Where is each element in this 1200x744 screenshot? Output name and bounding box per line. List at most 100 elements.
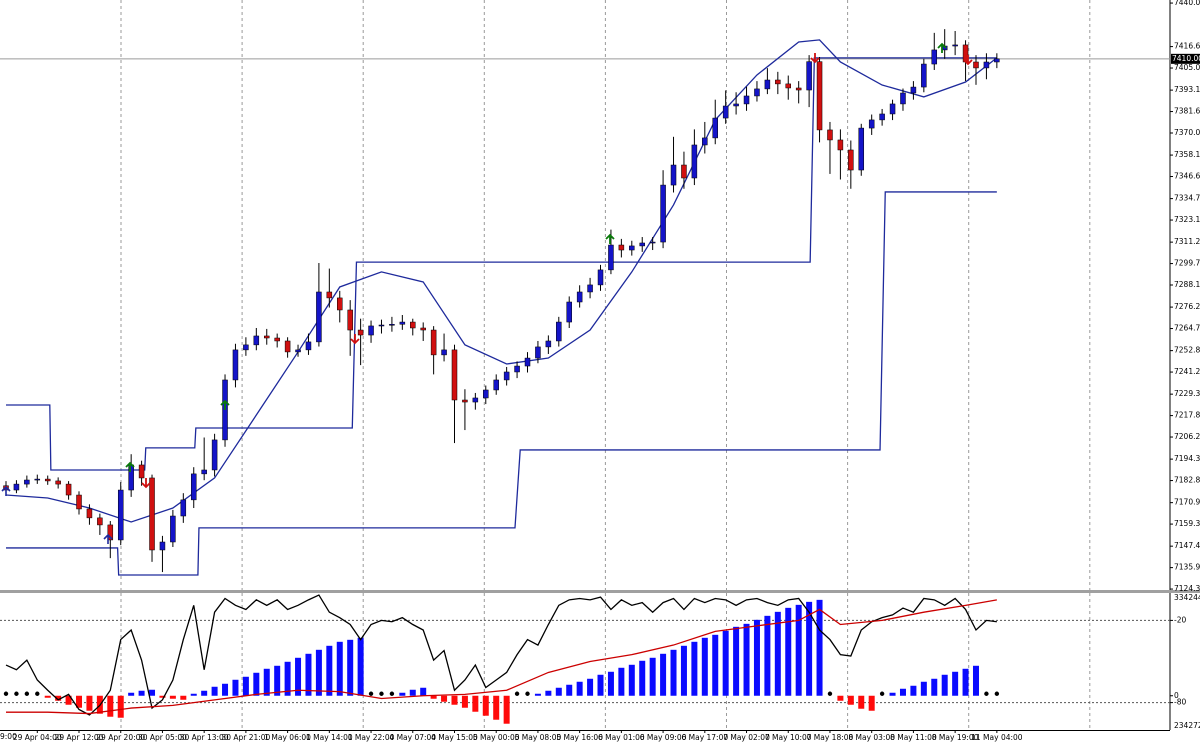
candle-body — [24, 479, 30, 485]
histogram-dot — [827, 691, 833, 696]
candle-body — [827, 129, 833, 141]
histogram-bar — [242, 676, 249, 696]
candle-body — [410, 321, 416, 329]
y-tick-label: 0 — [1174, 691, 1179, 700]
candle-body — [326, 291, 333, 299]
histogram-bar — [899, 688, 906, 696]
x-tick-label: 4 May 07:00 — [389, 733, 436, 742]
x-cut-label: 9:00 — [0, 732, 17, 741]
y-tick-label: 7323.15 — [1174, 215, 1200, 224]
line-series — [6, 57, 997, 471]
histogram-bar — [253, 672, 260, 696]
y-tick-label: 7229.35 — [1174, 389, 1200, 398]
x-tick-label: 11 May 04:00 — [971, 733, 1023, 742]
y-tick-label: 7288.15 — [1174, 280, 1200, 289]
histogram-bar — [138, 690, 145, 696]
histogram-bar — [76, 695, 83, 708]
histogram-bar — [232, 679, 239, 696]
pane-top-label: 334244 — [1174, 593, 1200, 602]
candle-body — [889, 103, 896, 115]
histogram-bar — [420, 687, 427, 696]
histogram-bar — [149, 689, 156, 696]
y-tick-label: -80 — [1174, 698, 1186, 707]
candle-body — [816, 61, 823, 131]
histogram-bar — [180, 695, 187, 700]
histogram-bar — [806, 601, 813, 696]
histogram-bar — [493, 695, 500, 720]
x-tick-label: 29 Apr 12:00 — [55, 733, 104, 742]
candle-body — [86, 508, 93, 519]
x-tick-label: 8 May 11:00 — [890, 733, 937, 742]
histogram-bar — [472, 695, 479, 712]
histogram-bar — [795, 604, 802, 696]
x-tick-label: 7 May 10:00 — [765, 733, 812, 742]
candle-body — [524, 357, 531, 367]
candle-body — [483, 389, 489, 399]
x-tick-label: 5 May 08:00 — [515, 733, 562, 742]
y-tick-label: -20 — [1174, 615, 1186, 624]
y-tick-label: 7370.05 — [1174, 128, 1200, 137]
candle-body — [295, 349, 301, 353]
histogram-bar — [753, 619, 760, 696]
histogram-bar — [107, 695, 114, 717]
candle-body — [587, 284, 593, 293]
line-series — [6, 191, 997, 576]
histogram-bar — [211, 686, 218, 696]
candle-body — [399, 321, 406, 325]
candle-body — [503, 371, 510, 381]
histogram-bar — [639, 660, 646, 696]
candle-body — [65, 483, 72, 496]
candle-body — [357, 329, 364, 336]
buy-arrow — [125, 461, 135, 472]
histogram-bar — [55, 695, 62, 701]
candle-body — [921, 63, 927, 88]
x-tick-label: 6 May 01:00 — [598, 733, 645, 742]
candle-body — [952, 44, 958, 47]
histogram-bar — [117, 695, 124, 718]
y-tick-label: 7182.80 — [1174, 476, 1200, 485]
y-tick-label: 7241.25 — [1174, 367, 1200, 376]
candle-body — [274, 337, 280, 342]
candle-body — [722, 105, 729, 119]
candle-body — [712, 117, 718, 139]
candle-body — [76, 494, 82, 510]
histogram-bar — [44, 695, 51, 698]
histogram-bar — [566, 684, 573, 696]
x-tick-label: 7 May 02:00 — [723, 733, 770, 742]
candle-body — [201, 469, 207, 475]
candle-body — [493, 379, 499, 391]
candle-body — [994, 58, 1000, 63]
histogram-bar — [931, 678, 938, 696]
histogram-bar — [347, 639, 354, 696]
candle-body — [159, 541, 166, 551]
y-tick-label: 7264.70 — [1174, 324, 1200, 333]
histogram-bar — [65, 695, 72, 705]
y-tick-label: 7276.25 — [1174, 302, 1200, 311]
candle-body — [649, 241, 656, 244]
histogram-bar — [847, 695, 854, 705]
histogram-bar — [670, 649, 677, 696]
candle-body — [795, 87, 802, 91]
y-tick-label: 7416.60 — [1174, 42, 1200, 51]
x-tick-label: 30 Apr 21:00 — [221, 733, 270, 742]
candle-body — [97, 517, 103, 526]
x-tick-label: 1 May 14:00 — [306, 733, 353, 742]
histogram-dot — [35, 691, 40, 696]
x-tick-label: 1 May 06:00 — [264, 733, 311, 742]
histogram-bar — [774, 611, 781, 696]
histogram-bar — [587, 678, 594, 696]
histogram-bar — [326, 645, 333, 696]
x-tick-label: 1 May 22:00 — [348, 733, 395, 742]
x-tick-label: 30 Apr 05:00 — [138, 733, 187, 742]
y-tick-label: 7358.15 — [1174, 150, 1200, 159]
candle-body — [337, 297, 343, 311]
x-tick-label: 30 Apr 13:00 — [180, 733, 229, 742]
histogram-bar — [743, 623, 750, 696]
histogram-dot — [24, 691, 30, 696]
buy-arrow — [937, 42, 947, 53]
price-label: 7410.00 — [1172, 54, 1200, 63]
candle-body — [107, 524, 114, 541]
histogram-bar — [628, 664, 635, 696]
x-tick-label: 7 May 18:00 — [807, 733, 854, 742]
